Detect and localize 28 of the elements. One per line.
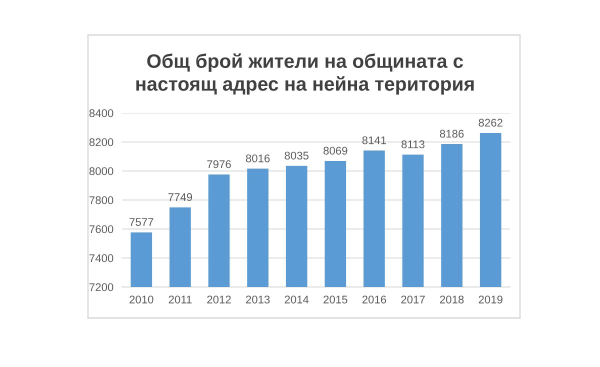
data-label: 8035 [284,152,308,160]
x-tick-label: 2017 [401,296,425,304]
chart-title: Общ брой жители на общината с настоящ адрес на нейна територия [136,53,474,95]
data-label: 8069 [324,146,348,155]
y-tick-label: 7400 [90,254,114,262]
data-label: 8262 [478,118,502,127]
data-label: 8113 [402,140,424,148]
x-tick-label: 2014 [284,296,309,304]
x-tick-label: 2018 [440,296,464,304]
x-tick-label: 2019 [478,296,502,304]
y-tick-label: 7600 [90,225,114,234]
x-tick-label: 2016 [362,296,386,304]
data-label: 8141 [362,136,386,144]
y-tick-label: 7200 [90,283,114,292]
y-tick-label: 8000 [89,167,114,176]
data-label: 8016 [246,154,270,162]
data-label: 7976 [207,160,231,168]
x-tick-label: 2013 [246,296,270,304]
data-label: 7577 [130,218,154,226]
y-tick-label: 8200 [89,138,114,146]
x-tick-label: 2010 [130,296,154,304]
x-tick-label: 2011 [168,296,192,304]
x-tick-label: 2012 [207,296,231,304]
y-tick-label: 7800 [90,196,114,204]
y-tick-label: 8400 [89,109,114,118]
data-label: 7749 [168,193,192,202]
data-label: 8186 [440,130,464,138]
x-tick-label: 2015 [324,296,348,304]
